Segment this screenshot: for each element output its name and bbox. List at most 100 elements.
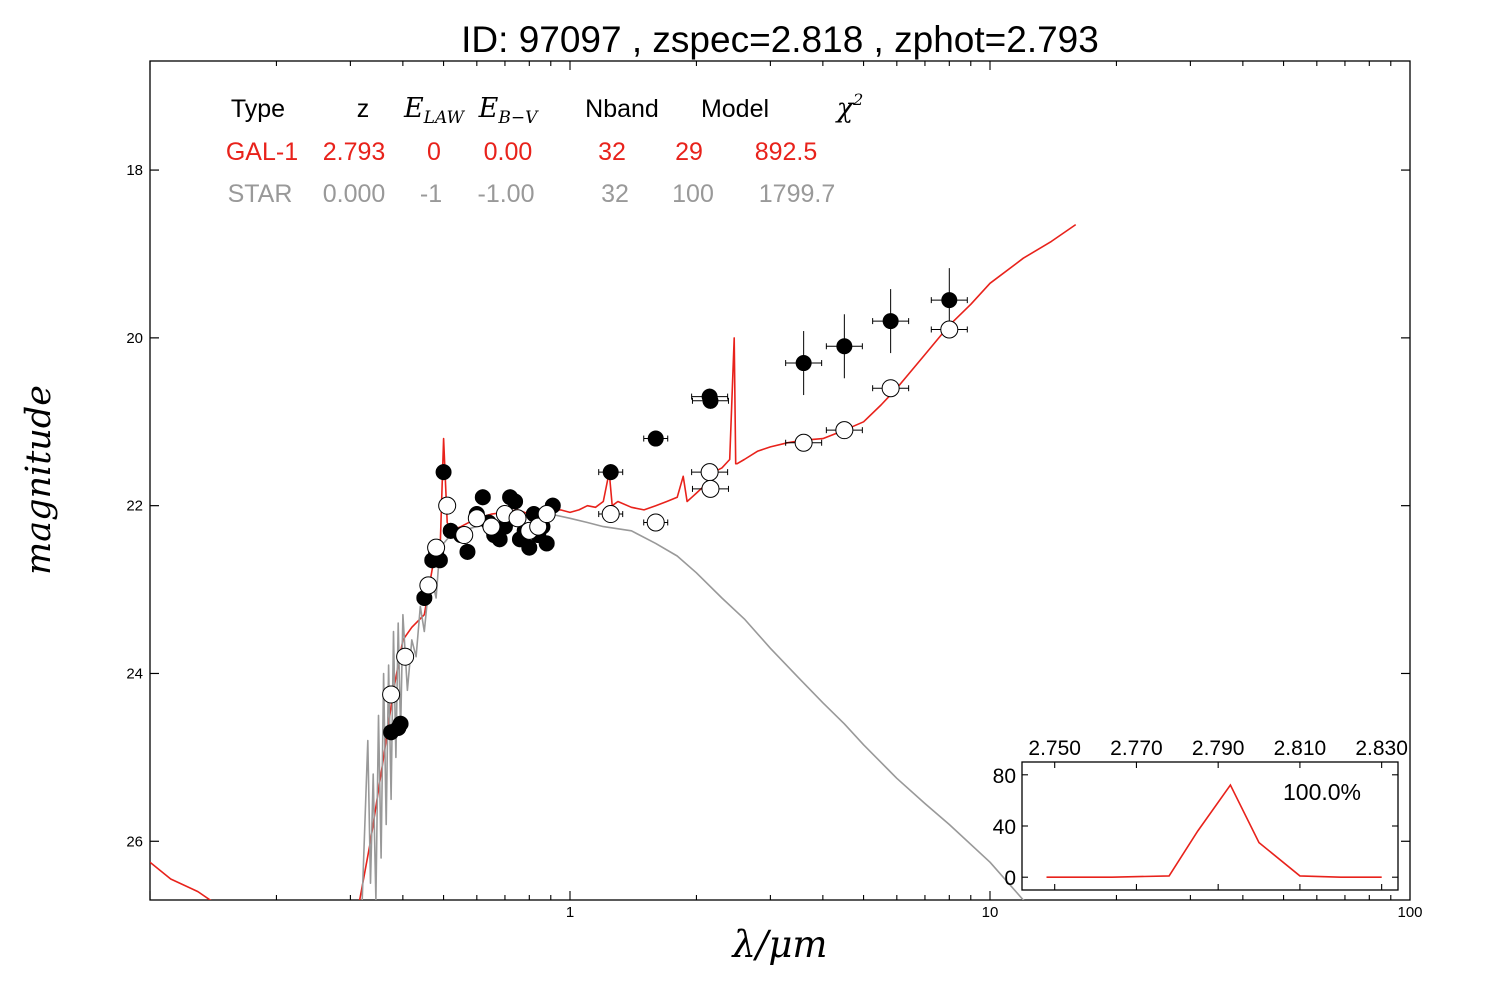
- chart-title: ID: 97097 , zspec=2.818 , zphot=2.793: [461, 19, 1099, 60]
- galaxy-row-cell-4: 32: [598, 138, 626, 166]
- galaxy-row-cell-3: 0.00: [484, 138, 533, 166]
- main-plot: 18 20 22 24 26 1 10 100: [126, 60, 1423, 921]
- observed-flux-point: [521, 539, 538, 556]
- table-header-0: Type: [231, 95, 285, 123]
- model-flux-point: [455, 526, 474, 545]
- observed-flux-point: [459, 543, 476, 560]
- model-flux-point: [438, 496, 457, 515]
- y-tick-label-3: 24: [126, 665, 143, 682]
- open-marker: [396, 647, 415, 666]
- model-flux-point: [396, 647, 415, 666]
- open-marker: [508, 509, 527, 528]
- inset-axis-ticks: 2.750 2.770 2.790 2.810 2.830 0 40 80: [993, 737, 1408, 890]
- filled-marker: [941, 292, 958, 309]
- inset-plot-area: [1021, 761, 1399, 891]
- open-marker: [467, 509, 486, 528]
- inset-y-tick-label-0: 0: [1004, 867, 1016, 890]
- open-marker: [835, 421, 854, 440]
- open-marker: [427, 538, 446, 557]
- main-series: [150, 223, 1077, 900]
- x-tick-label-2: 100: [1397, 904, 1422, 921]
- table-header-3: EB−V: [478, 93, 539, 128]
- observed-flux-point: [392, 715, 409, 732]
- model-flux-point: [691, 479, 729, 498]
- observed-flux-point: [598, 464, 624, 481]
- filled-marker: [392, 715, 409, 732]
- open-marker: [701, 479, 720, 498]
- y-tick-label-2: 22: [126, 498, 143, 515]
- galaxy-row-cell-6: 892.5: [755, 138, 818, 166]
- open-marker: [700, 463, 719, 482]
- star-row-cell-6: 1799.7: [759, 180, 835, 208]
- star-row-cell-4: 32: [601, 180, 629, 208]
- model-flux-point: [482, 517, 501, 536]
- star-row-cell-3: -1.00: [478, 180, 535, 208]
- fit-summary-table: Type z ELAW EB−V Nband Model χ2 GAL-1 2.793 0 0.00…: [226, 90, 863, 208]
- main-plot-area: [149, 60, 1411, 901]
- filled-marker: [602, 464, 619, 481]
- model-flux-point: [508, 509, 527, 528]
- observed-flux-point: [825, 314, 863, 379]
- open-marker: [419, 576, 438, 595]
- open-marker: [794, 433, 813, 452]
- observed-flux-point: [435, 464, 452, 481]
- filled-marker: [507, 493, 524, 510]
- model-flux-point: [467, 509, 486, 528]
- pdz-line: [1046, 783, 1382, 879]
- star-model-line: [361, 513, 1025, 900]
- model-flux-point: [643, 513, 669, 532]
- inset-x-tick-label-1: 2.770: [1110, 737, 1163, 760]
- observed-flux-point: [691, 392, 729, 409]
- model-flux-point: [427, 538, 446, 557]
- open-marker: [529, 517, 548, 536]
- model-flux-point: [419, 576, 438, 595]
- star-row-cell-1: 0.000: [323, 180, 386, 208]
- open-marker: [646, 513, 665, 532]
- filled-marker: [647, 430, 664, 447]
- table-header-6: χ2: [835, 90, 864, 124]
- filled-marker: [882, 313, 899, 330]
- open-marker: [482, 517, 501, 536]
- model-flux-point: [930, 320, 968, 339]
- star-row-cell-0: STAR: [228, 180, 293, 208]
- open-marker: [455, 526, 474, 545]
- y-tick-label-0: 18: [126, 162, 143, 179]
- y-tick-label-1: 20: [126, 330, 143, 347]
- model-flux-point: [382, 685, 401, 704]
- table-header-2: ELAW: [403, 93, 466, 128]
- filled-marker: [521, 539, 538, 556]
- inset-series: [1046, 783, 1382, 879]
- star-row-cell-5: 100: [672, 180, 714, 208]
- open-marker: [438, 496, 457, 515]
- filled-marker: [836, 338, 853, 355]
- observed-flux-point: [643, 430, 669, 447]
- galaxy-row-cell-1: 2.793: [323, 138, 386, 166]
- filled-marker: [702, 392, 719, 409]
- filled-marker: [474, 489, 491, 506]
- galaxy-row-cell-2: 0: [427, 138, 441, 166]
- observed-flux-point: [507, 493, 524, 510]
- galaxy-row-cell-0: GAL-1: [226, 138, 298, 166]
- model-flux-point: [785, 433, 823, 452]
- model-flux-point: [537, 505, 556, 524]
- inset-x-tick-label-3: 2.810: [1274, 737, 1327, 760]
- inset-pdz-plot: 2.750 2.770 2.790 2.810 2.830 0 40 80 100.0%: [993, 737, 1408, 891]
- filled-marker: [795, 355, 812, 372]
- table-header-5: Model: [701, 95, 769, 123]
- inset-annotation: 100.0%: [1283, 779, 1361, 805]
- open-marker: [382, 685, 401, 704]
- model-flux-point: [691, 463, 729, 482]
- table-header-1: z: [357, 95, 370, 123]
- main-axis-ticks: 18 20 22 24 26 1 10 100: [126, 61, 1423, 921]
- observed-flux-point: [930, 268, 968, 333]
- galaxy-model-line: [150, 223, 1077, 900]
- table-header-4: Nband: [585, 95, 659, 123]
- model-flux-point: [825, 421, 863, 440]
- y-axis-label: magnitude: [19, 385, 59, 575]
- model-flux-point: [529, 517, 548, 536]
- filled-marker: [538, 535, 555, 552]
- observed-flux-point: [872, 289, 910, 354]
- open-marker: [537, 505, 556, 524]
- observed-flux-point: [474, 489, 491, 506]
